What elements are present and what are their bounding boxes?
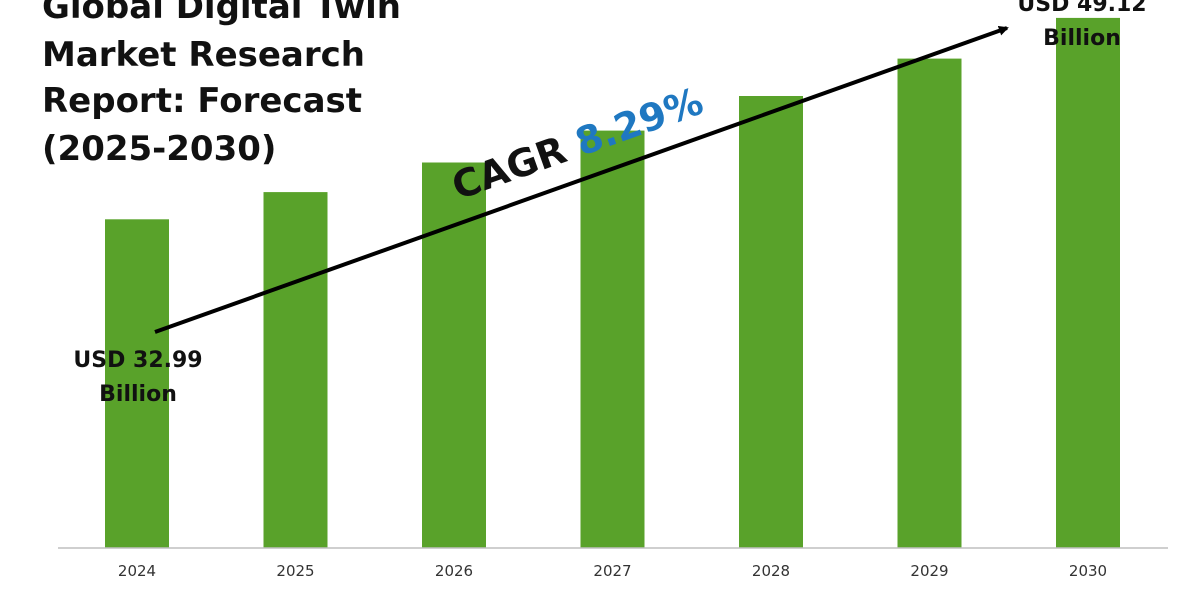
- start-value-line-1: USD 32.99: [73, 348, 202, 373]
- title-line-4: (2025-2030): [42, 129, 276, 169]
- end-value-line-1: USD 49.12: [1017, 0, 1146, 17]
- bars-group: [105, 17, 1120, 549]
- x-tick-label-2024: 2024: [118, 562, 156, 580]
- bar-2026: [422, 162, 486, 548]
- x-tick-label-2026: 2026: [435, 562, 473, 580]
- x-tick-label-2029: 2029: [910, 562, 948, 580]
- x-tick-label-2028: 2028: [752, 562, 790, 580]
- x-tick-label-2025: 2025: [276, 562, 314, 580]
- bar-2030: [1056, 17, 1120, 548]
- title-line-2: Market Research: [42, 35, 365, 75]
- x-tick-label-2027: 2027: [593, 562, 631, 580]
- bar-2025: [263, 192, 328, 548]
- x-tick-label-2030: 2030: [1069, 562, 1107, 580]
- title-line-1: Global Digital Twin: [42, 0, 401, 27]
- bar-2027: [580, 130, 645, 548]
- title-line-3: Report: Forecast: [42, 81, 362, 121]
- cagr-prefix: CAGR: [446, 123, 584, 208]
- cagr-label: CAGR 8.29%: [446, 79, 708, 209]
- end-value-line-2: Billion: [1043, 26, 1121, 51]
- growth-arrow: [154, 25, 1009, 334]
- start-value-line-2: Billion: [99, 382, 177, 407]
- bar-2024: [105, 219, 169, 549]
- bar-2028: [739, 96, 803, 548]
- bar-2029: [897, 58, 962, 548]
- x-tick-labels: 2024 2025 2026 2027 2028 2029 2030: [118, 562, 1107, 580]
